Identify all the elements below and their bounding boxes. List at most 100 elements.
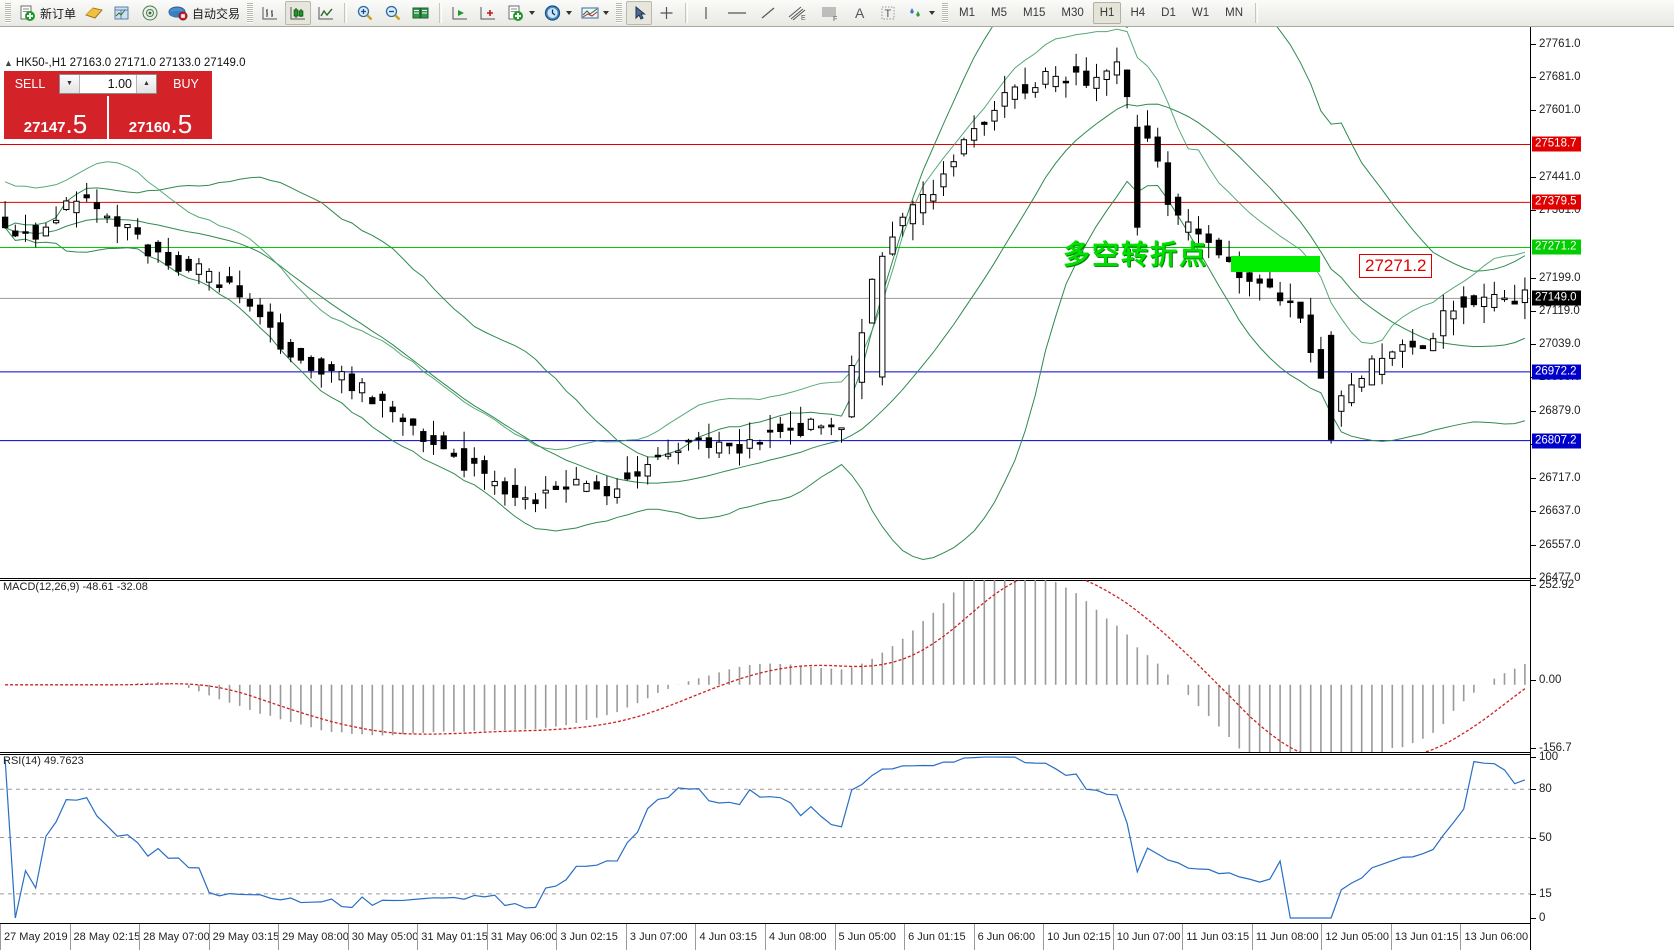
chart-area[interactable]: ▲ HK50-,H1 27163.0 27171.0 27133.0 27149.… [0,27,1674,950]
rsi-pane[interactable]: RSI(14) 49.7623 [0,754,1530,923]
indicators-caret-icon[interactable] [603,11,610,15]
pane-divider-macd[interactable] [0,578,1530,581]
toolbar-separator-3 [685,3,689,23]
zoom-out-button[interactable] [380,1,406,25]
candlestick-chart-button[interactable] [285,1,312,25]
new-order-label: 新订单 [40,6,77,21]
rsi-tick [1531,837,1536,839]
rsi-tick-label: 15 [1539,887,1552,900]
timeframe-button-h4[interactable]: H4 [1130,7,1146,19]
macd-pane[interactable]: MACD(12,26,9) -48.61 -32.08 [0,580,1530,752]
rsi-tick [1531,918,1536,919]
price-tick-label: 26477.0 [1539,572,1581,584]
price-tick-label: 27039.0 [1539,338,1581,351]
price-tick-label: 26637.0 [1539,505,1581,518]
market-watch-button[interactable] [109,1,135,25]
macd-tick-label: 0.00 [1539,674,1562,686]
volume-increase-button[interactable]: ▲ [136,74,156,93]
crosshair-button[interactable] [654,1,680,25]
volume-field-wrap[interactable]: ▼ 1.00 ▲ [56,71,160,96]
templates-button[interactable] [503,1,538,25]
periodicity-button[interactable] [540,1,575,25]
zoom-in-button[interactable] [352,1,378,25]
vertical-line-button[interactable] [693,1,719,25]
price-tick [1531,410,1536,412]
sell-price-main: 27147 [23,119,66,136]
price-level-tag-support[interactable]: 26807.2 [1532,433,1581,449]
toolbar-grip-3[interactable] [616,3,623,23]
price-pane[interactable]: ▲ HK50-,H1 27163.0 27171.0 27133.0 27149.… [0,27,1530,578]
objects-caret-icon[interactable] [929,11,936,15]
objects-button[interactable] [903,1,938,25]
trend-arrow-icon: ▲ [4,58,13,68]
price-level-tag-resistance[interactable]: 27518.7 [1532,136,1581,152]
data-window-button[interactable] [408,1,434,25]
toolbar-grip-2[interactable] [247,3,254,23]
price-tick-label: 26717.0 [1539,472,1581,485]
navigator-button[interactable] [137,1,163,25]
periodicity-caret-icon[interactable] [566,11,573,15]
timeframe-button-h1[interactable]: H1 [1092,2,1122,24]
new-order-button[interactable]: 新订单 [15,1,79,25]
timeframe-button-d1[interactable]: D1 [1161,7,1176,19]
volume-input[interactable]: 1.00 [107,76,132,91]
fibonacci-button[interactable]: F [815,1,845,25]
one-click-trading-panel[interactable]: SELL ▼ 1.00 ▲ BUY [4,71,212,139]
time-tick-label: 3 Jun 02:15 [560,931,618,943]
time-separator [208,924,210,950]
rsi-tick-label: 80 [1539,783,1552,796]
pane-divider-rsi[interactable] [0,752,1530,755]
sell-button[interactable]: SELL [4,71,56,96]
autotrading-button[interactable]: 自动交易 [165,1,243,25]
time-tick-label: 10 Jun 07:00 [1116,931,1181,943]
price-level-tag-resistance[interactable]: 27379.5 [1532,194,1581,210]
timeframe-button-m5[interactable]: M5 [991,7,1007,19]
timeframe-button-m30[interactable]: M30 [1061,7,1084,19]
text-label-button[interactable]: T [875,1,901,25]
price-level-tag-last-price[interactable]: 27149.0 [1532,290,1581,306]
annotation-price-label[interactable]: 27271.2 [1359,254,1433,278]
timeframe-button-mn[interactable]: MN [1225,7,1243,19]
macd-tick [1531,680,1536,681]
price-tick-label: 27441.0 [1539,170,1581,183]
autotrading-icon [168,6,188,21]
price-tick-label: 26557.0 [1539,538,1581,551]
navigator-icon [142,5,158,21]
trendline-button[interactable] [755,1,781,25]
price-tick-label: 27601.0 [1539,104,1581,117]
timeframe-button-m15[interactable]: M15 [1023,7,1046,19]
macd-tick-label: -156.7 [1539,742,1572,754]
time-tick-label: 3 Jun 07:00 [629,931,688,943]
horizontal-line-button[interactable] [721,1,753,25]
text-button[interactable]: A [847,1,873,25]
annotation-green-rectangle[interactable] [1231,256,1320,272]
price-tick-label: 26879.0 [1539,404,1581,417]
cursor-button[interactable] [626,1,653,25]
svg-text:T: T [885,8,892,20]
toolbar-grip-4[interactable] [942,3,949,23]
line-chart-button[interactable] [313,1,339,25]
price-level-tag-pivot[interactable]: 27271.2 [1532,239,1581,255]
buy-button[interactable]: BUY [160,71,212,96]
chart-annotation-text[interactable]: 多空转折点 [1063,240,1208,270]
price-level-tag-support[interactable]: 26972.2 [1532,364,1581,380]
buy-price[interactable]: 27160.5 [109,96,212,139]
sell-price[interactable]: 27147.5 [4,96,107,139]
indicators-button[interactable] [577,1,612,25]
profiles-button[interactable] [81,1,107,25]
price-pane-canvas [0,27,1530,561]
timeframe-button-w1[interactable]: W1 [1191,7,1210,19]
time-tick-label: 28 May 07:00 [143,931,210,943]
bar-chart-button[interactable] [257,1,283,25]
auto-scroll-button[interactable] [447,1,473,25]
volume-decrease-button[interactable]: ▼ [60,74,80,93]
toolbar-grip[interactable] [5,3,11,23]
timeframe-button-m1[interactable]: M1 [959,7,976,19]
time-scale[interactable]: 27 May 2019 28 May 02:15 28 May 07:00 29 Ma… [0,923,1530,950]
price-tick [1531,511,1536,513]
chart-shift-button[interactable] [475,1,501,25]
equidistant-channel-button[interactable]: E [783,1,813,25]
templates-caret-icon[interactable] [529,11,536,15]
time-tick-label: 10 Jun 02:15 [1047,931,1111,943]
price-scale[interactable]: 27761.0 27681.0 27601.0 27441.0 27361.0 27199… [1530,27,1674,950]
